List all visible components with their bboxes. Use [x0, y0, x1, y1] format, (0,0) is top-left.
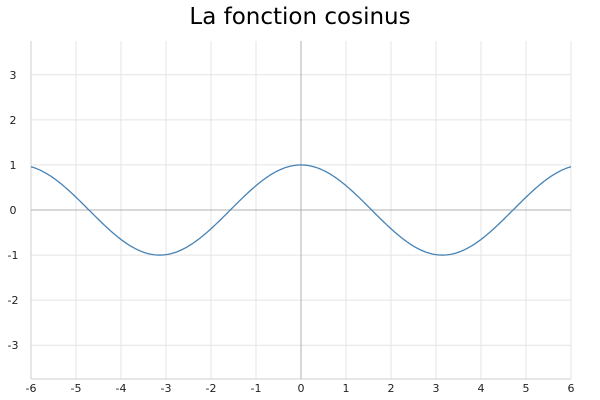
series-layer: [30, 164, 572, 256]
x-tick-labels: -6 -5 -4 -3 -2 -1 0 1 2 3 4 5 6: [26, 382, 575, 395]
y-tick-label: -2: [8, 294, 19, 307]
chart-title: La fonction cosinus: [189, 4, 411, 30]
x-tick-label: -4: [116, 382, 127, 395]
y-tick-label: 3: [10, 69, 17, 82]
series-line-cosine: [30, 164, 572, 256]
x-tick-label: 5: [523, 382, 530, 395]
x-tick-label: 1: [343, 382, 350, 395]
x-tick-label: 2: [388, 382, 395, 395]
x-tick-label: -1: [251, 382, 262, 395]
y-tick-label: 1: [10, 159, 17, 172]
y-tick-label: 2: [10, 114, 17, 127]
x-tick-label: 3: [433, 382, 440, 395]
x-tick-label: -2: [206, 382, 217, 395]
x-tick-label: 4: [478, 382, 485, 395]
x-tick-label: 6: [568, 382, 575, 395]
y-tick-label: -3: [8, 339, 19, 352]
y-tick-labels: -3 -2 -1 0 1 2 3: [8, 69, 19, 352]
x-tick-label: -5: [71, 382, 82, 395]
y-tick-label: -1: [8, 249, 19, 262]
x-tick-label: -3: [161, 382, 172, 395]
x-tick-label: -6: [26, 382, 37, 395]
y-tick-label: 0: [10, 204, 17, 217]
axes: [30, 41, 571, 380]
x-tick-label: 0: [298, 382, 305, 395]
